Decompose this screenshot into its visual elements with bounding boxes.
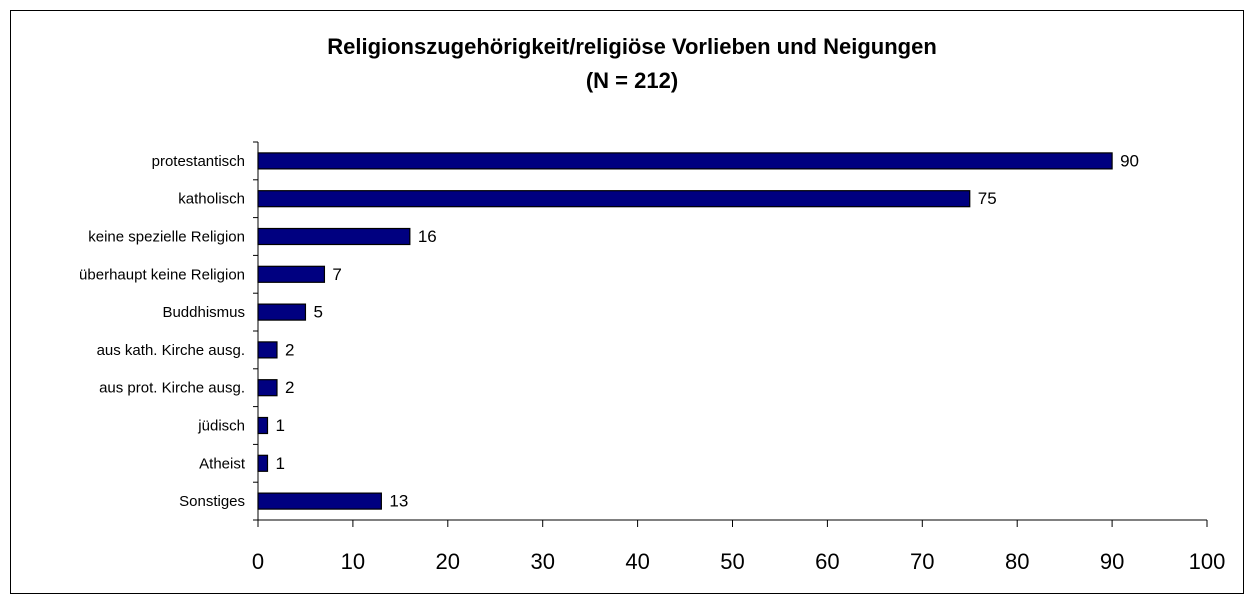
chart-subtitle: (N = 212) xyxy=(586,68,678,93)
bar xyxy=(257,416,269,435)
y-tick-label: jüdisch xyxy=(197,417,245,434)
y-tick-label: Sonstiges xyxy=(179,493,245,510)
value-label: 2 xyxy=(285,340,294,359)
y-tick-label: protestantisch xyxy=(152,153,245,170)
bar xyxy=(257,152,1113,170)
bar xyxy=(257,190,971,208)
x-tick-label: 70 xyxy=(910,549,934,574)
bar xyxy=(257,492,382,510)
bar xyxy=(257,341,278,359)
value-label: 5 xyxy=(313,303,322,322)
value-label: 2 xyxy=(285,378,294,397)
x-tick-label: 50 xyxy=(720,549,744,574)
bar xyxy=(257,454,269,472)
value-label: 1 xyxy=(275,416,284,435)
value-label: 16 xyxy=(418,227,437,246)
y-tick-label: katholisch xyxy=(178,191,245,208)
bar xyxy=(257,265,326,283)
value-label: 90 xyxy=(1120,151,1139,170)
bar xyxy=(257,227,411,246)
x-tick-label: 90 xyxy=(1100,549,1124,574)
y-tick-label: aus kath. Kirche ausg. xyxy=(97,342,245,359)
x-tick-label: 10 xyxy=(341,549,365,574)
y-tick-label: aus prot. Kirche ausg. xyxy=(99,380,245,397)
value-label: 7 xyxy=(332,265,341,284)
x-tick-label: 100 xyxy=(1189,549,1226,574)
y-tick-label: keine spezielle Religion xyxy=(88,228,245,245)
x-tick-label: 80 xyxy=(1005,549,1029,574)
value-label: 75 xyxy=(978,189,997,208)
x-tick-label: 60 xyxy=(815,549,839,574)
x-tick-label: 0 xyxy=(252,549,264,574)
x-tick-label: 20 xyxy=(436,549,460,574)
chart-frame xyxy=(10,10,1244,594)
chart-title: Religionszugehörigkeit/religiöse Vorlieb… xyxy=(327,34,937,59)
value-label: 1 xyxy=(275,454,284,473)
y-tick-label: Atheist xyxy=(199,455,246,472)
value-label: 13 xyxy=(389,492,408,511)
y-tick-label: Buddhismus xyxy=(162,304,245,321)
x-tick-label: 40 xyxy=(625,549,649,574)
y-tick-label: überhaupt keine Religion xyxy=(79,266,245,283)
x-tick-label: 30 xyxy=(530,549,554,574)
bar xyxy=(257,379,278,397)
bar xyxy=(257,303,307,321)
